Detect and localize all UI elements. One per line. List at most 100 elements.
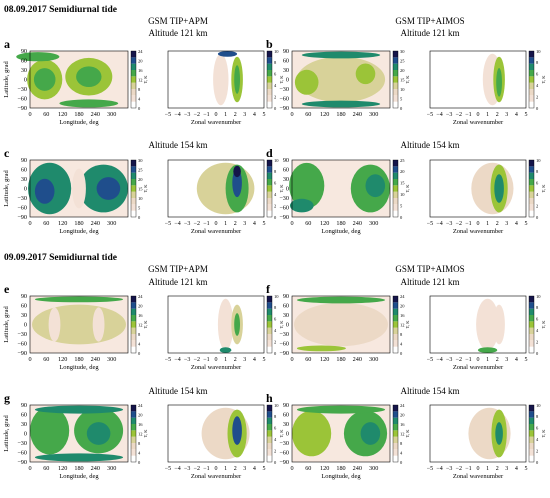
- colorbar-tick-label: 8: [536, 169, 539, 174]
- wavenumber-tick-label: −1: [203, 221, 209, 227]
- wavenumber-tick-label: −2: [456, 221, 462, 227]
- colorbar-swatch: [267, 76, 272, 83]
- colorbar-swatch: [393, 443, 398, 450]
- colorbar-swatch: [131, 449, 136, 456]
- colorbar-swatch: [267, 340, 272, 347]
- colorbar-swatch: [393, 89, 398, 96]
- wavenumber-tick-label: 2: [234, 112, 237, 118]
- longitude-tick-label: 120: [58, 465, 67, 472]
- wavenumber-tick-label: 0: [477, 466, 480, 472]
- colorbar-swatch: [267, 449, 272, 456]
- colorbar-swatch: [131, 417, 136, 424]
- longitude-tick-label: 60: [43, 356, 49, 363]
- colorbar-tick-label: 6: [536, 72, 539, 77]
- colorbar-swatch: [393, 204, 398, 211]
- colorbar-swatch: [529, 436, 534, 443]
- colorbar-swatch: [267, 436, 272, 443]
- colorbar-tick-label: 4: [536, 437, 539, 442]
- contour-region: [360, 422, 381, 445]
- longitude-axis-label: Longitude, deg: [59, 473, 99, 480]
- wavenumber-tick-label: −4: [174, 221, 180, 227]
- wavenumber-tick-label: 3: [243, 221, 246, 227]
- contour-region: [294, 302, 388, 347]
- colorbar-tick-label: 12: [138, 322, 143, 327]
- contour-region: [34, 405, 124, 414]
- colorbar-swatch: [393, 51, 398, 58]
- longitude-tick-label: 240: [91, 465, 100, 472]
- colorbar-swatch: [529, 95, 534, 102]
- colorbar-label: T, K: [405, 429, 411, 438]
- latitude-tick-label: 30: [283, 176, 289, 183]
- longitude-tick-label: 0: [28, 356, 31, 363]
- longitude-tick-label: 240: [91, 111, 100, 118]
- colorbar-swatch: [393, 172, 398, 179]
- colorbar-tick-label: 0: [536, 351, 539, 356]
- wavenumber-tick-label: 2: [496, 357, 499, 363]
- colorbar-tick-label: 20: [138, 58, 143, 63]
- colorbar-tick-label: 15: [400, 77, 405, 82]
- colorbar-swatch: [393, 449, 398, 456]
- colorbar-tick-label: 15: [138, 186, 143, 191]
- latitude-tick-label: 30: [283, 67, 289, 74]
- latitude-axis-label: Latitude, grad: [3, 170, 10, 207]
- panel-letter: b: [266, 37, 273, 51]
- colorbar-swatch: [393, 430, 398, 437]
- colorbar-swatch: [131, 455, 136, 462]
- contour-region: [478, 347, 498, 353]
- latitude-tick-label: 0: [286, 186, 289, 193]
- colorbar-tick-label: 2: [274, 339, 276, 344]
- latitude-tick-label: −30: [279, 331, 289, 338]
- wavenumber-tick-label: 3: [505, 221, 508, 227]
- colorbar-swatch: [267, 51, 272, 58]
- colorbar-tick-label: 2: [536, 448, 538, 453]
- contour-region: [48, 307, 61, 342]
- longitude-tick-label: 120: [320, 356, 329, 363]
- contour-region: [96, 177, 121, 200]
- altitude-title: Altitude 154 km: [401, 386, 460, 396]
- date-title-1: 08.09.2017 Semidiurnal tide: [4, 5, 117, 15]
- colorbar-swatch: [131, 430, 136, 437]
- colorbar-swatch: [393, 405, 398, 412]
- wavenumber-tick-label: −3: [446, 221, 452, 227]
- longitude-tick-label: 60: [43, 111, 49, 118]
- latitude-tick-label: −30: [17, 440, 27, 447]
- contour-region: [296, 405, 386, 414]
- altitude-title: Altitude 154 km: [149, 386, 208, 396]
- colorbar-tick-label: 25: [400, 58, 405, 63]
- altitude-title: Altitude 121 km: [401, 277, 460, 287]
- colorbar-tick-label: 4: [536, 192, 539, 197]
- contour-region: [92, 307, 105, 342]
- wavenumber-tick-label: 0: [215, 221, 218, 227]
- colorbar-swatch: [131, 315, 136, 322]
- longitude-tick-label: 0: [28, 220, 31, 227]
- colorbar-swatch: [267, 89, 272, 96]
- colorbar-swatch: [131, 82, 136, 89]
- contour-region: [72, 168, 86, 209]
- map-frame: [29, 50, 129, 109]
- wavenumber-tick-label: 3: [243, 466, 246, 472]
- colorbar-tick-label: 8: [536, 414, 539, 419]
- colorbar-swatch: [529, 417, 534, 424]
- latitude-tick-label: −90: [279, 105, 289, 112]
- colorbar-swatch: [529, 443, 534, 450]
- colorbar-swatch: [393, 327, 398, 334]
- colorbar-swatch: [267, 101, 272, 108]
- colorbar-swatch: [393, 334, 398, 341]
- contour-region: [301, 51, 381, 59]
- colorbar-swatch: [393, 70, 398, 77]
- latitude-tick-label: 30: [21, 421, 27, 428]
- wavenumber-tick-label: 5: [263, 112, 266, 118]
- wavenumber-tick-label: −3: [446, 112, 452, 118]
- map-frame: [29, 295, 129, 354]
- colorbar-tick-label: 24: [138, 49, 143, 54]
- wavenumber-tick-label: −2: [456, 112, 462, 118]
- longitude-tick-label: 300: [107, 465, 116, 472]
- colorbar-swatch: [393, 315, 398, 322]
- colorbar-swatch: [267, 424, 272, 431]
- colorbar-swatch: [131, 191, 136, 198]
- colorbar-tick-label: 8: [274, 414, 277, 419]
- latitude-tick-label: −30: [17, 195, 27, 202]
- colorbar-tick-label: 2: [274, 94, 276, 99]
- wavenumber-tick-label: −5: [427, 357, 433, 363]
- longitude-tick-label: 180: [336, 220, 345, 227]
